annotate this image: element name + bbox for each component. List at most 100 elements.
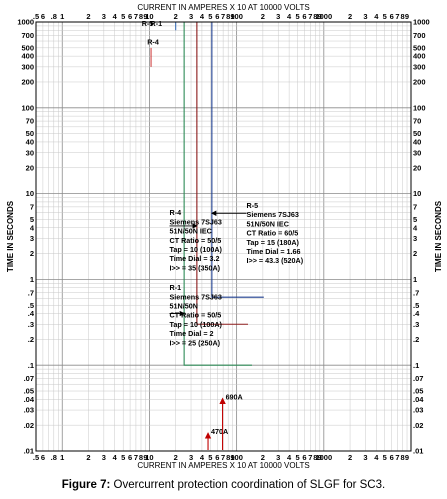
y-tick-label-right: .04 (413, 395, 424, 404)
annotation-r-1-line: Tap = 10 (100A) (170, 320, 223, 329)
y-tick-label-left: 400 (21, 52, 34, 61)
y-tick-label-left: .7 (28, 288, 34, 297)
curve-tag-label: R-4 (147, 37, 159, 46)
y-tick-label-right: .05 (413, 387, 423, 396)
x-tick-label-top: 5 (383, 12, 387, 21)
x-tick-label-top: 10 (145, 12, 153, 21)
y-tick-label-left: 4 (30, 223, 35, 232)
x-tick-label-top: 2 (348, 12, 352, 21)
y-tick-label-left: .3 (28, 320, 34, 329)
x-tick-label-top: 6 (302, 12, 306, 21)
x-tick-label-bottom: 8 (313, 453, 317, 462)
y-tick-label-left: 50 (26, 129, 34, 138)
annotation-r-1-line: Siemens 7SJ63 (170, 292, 222, 301)
x-axis-title-top: CURRENT IN AMPERES X 10 AT 10000 VOLTS (137, 3, 309, 12)
y-tick-label-left: 7 (30, 202, 34, 211)
x-tick-label-bottom: 7 (308, 453, 312, 462)
x-tick-label-top: 9 (318, 12, 322, 21)
y-tick-label-right: .02 (413, 421, 423, 430)
x-tick-label-top: 7 (395, 12, 399, 21)
x-tick-label-top: 2 (261, 12, 265, 21)
annotation-r-1-line: CT Ratio = 50/5 (170, 311, 222, 320)
x-tick-label-bottom: 9 (318, 453, 322, 462)
annotation-r-4-line: R-4 (170, 208, 182, 217)
x-tick-label-bottom: 6 (390, 453, 394, 462)
y-tick-label-left: .5 (28, 301, 34, 310)
y-tick-label-right: 4 (413, 223, 418, 232)
x-tick-label-bottom: 6 (215, 453, 219, 462)
y-tick-label-right: 30 (413, 148, 421, 157)
y-tick-label-left: 100 (21, 103, 34, 112)
y-tick-label-right: .01 (413, 447, 423, 456)
figure-caption-text: Overcurrent protection coordination of S… (110, 479, 386, 491)
y-tick-label-left: 1 (30, 275, 34, 284)
x-tick-label-bottom: 3 (189, 453, 193, 462)
y-tick-label-left: 300 (21, 62, 34, 71)
plot-frame (35, 21, 412, 452)
annotation-r-4-line: Tap = 10 (100A) (170, 245, 223, 254)
x-tick-label-bottom: 5 (121, 453, 125, 462)
x-tick-label-bottom: 2 (261, 453, 265, 462)
x-tick-label-bottom: 8 (226, 453, 230, 462)
y-tick-label-right: 5 (413, 215, 417, 224)
y-tick-label-left: .1 (28, 361, 34, 370)
x-tick-label-top: 6 (41, 12, 45, 21)
x-tick-label-bottom: 9 (143, 453, 147, 462)
x-tick-label-bottom: 2 (348, 453, 352, 462)
y-tick-label-right: 500 (413, 43, 426, 52)
y-tick-label-right: 700 (413, 31, 426, 40)
annotation-r-5-line: R-5 (247, 201, 259, 210)
x-tick-label-top: 5 (121, 12, 125, 21)
y-tick-label-left: 20 (26, 163, 34, 172)
x-tick-label-bottom: 3 (363, 453, 367, 462)
x-tick-label-top: .8 (51, 12, 57, 21)
x-tick-label-bottom: 1 (60, 453, 64, 462)
x-tick-label-bottom: 9 (231, 453, 235, 462)
x-tick-label-top: 7 (134, 12, 138, 21)
x-tick-label-bottom: 5 (383, 453, 387, 462)
y-tick-label-right: .1 (413, 361, 419, 370)
x-tick-label-top: 3 (102, 12, 106, 21)
annotation-r-5-line: I>> = 43.3 (520A) (247, 256, 304, 265)
x-tick-label-top: 3 (276, 12, 280, 21)
x-tick-label-bottom: 4 (200, 453, 205, 462)
y-tick-label-left: 10 (26, 189, 34, 198)
annotation-r-4-line: Time Dial = 3.2 (170, 254, 220, 263)
grid-layer (35, 22, 411, 452)
y-tick-label-right: .2 (413, 335, 419, 344)
x-tick-label-bottom: .8 (51, 453, 57, 462)
y-tick-label-right: 400 (413, 52, 426, 61)
x-tick-label-bottom: 7 (221, 453, 225, 462)
annotation-r-1-line: Time Dial = 2 (170, 329, 214, 338)
x-tick-label-top: 4 (287, 12, 292, 21)
x-tick-label-top: 2 (86, 12, 90, 21)
y-tick-label-left: 700 (21, 31, 34, 40)
y-tick-label-left: 1000 (17, 18, 34, 27)
x-tick-label-bottom: 6 (128, 453, 132, 462)
x-tick-label-top: 5 (295, 12, 299, 21)
x-tick-label-top: 9 (231, 12, 235, 21)
x-tick-label-top: 1 (60, 12, 64, 21)
y-tick-label-right: .7 (413, 288, 419, 297)
x-tick-label-bottom: 9 (405, 453, 409, 462)
annotation-r-4-line: 51N/50N IEC (170, 227, 212, 236)
y-tick-label-left: 40 (26, 138, 34, 147)
y-tick-label-left: 2 (30, 249, 34, 258)
y-tick-label-left: .03 (24, 406, 34, 415)
x-axis-title-bottom: CURRENT IN AMPERES X 10 AT 10000 VOLTS (137, 461, 309, 470)
series-layer (175, 22, 264, 366)
y-tick-label-right: 300 (413, 62, 426, 71)
y-tick-label-left: .02 (24, 421, 34, 430)
annotation-r-5-line: 51N/50N IEC (247, 219, 289, 228)
y-tick-label-right: 100 (413, 103, 426, 112)
figure-caption-label: Figure 7: (61, 479, 111, 491)
x-tick-label-top: 5 (208, 12, 212, 21)
x-tick-label-top: 8 (226, 12, 230, 21)
x-tick-label-bottom: 4 (287, 453, 292, 462)
y-tick-label-left: .05 (24, 387, 34, 396)
annotation-r-5-line: Siemens 7SJ63 (247, 210, 299, 219)
series-curve-r-5 (211, 22, 264, 298)
y-tick-label-left: .4 (28, 309, 35, 318)
y-tick-label-right: .5 (413, 301, 419, 310)
y-tick-label-left: .01 (24, 447, 34, 456)
